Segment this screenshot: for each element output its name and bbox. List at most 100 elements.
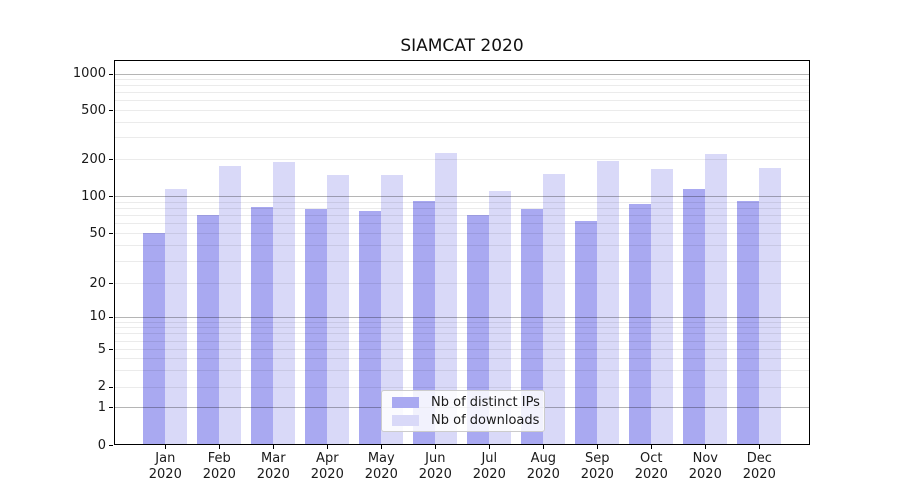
y-tick-mark [109, 386, 113, 388]
bar-downloads [165, 188, 188, 444]
x-tick-label: Nov 2020 [688, 451, 722, 482]
gridline [115, 79, 809, 81]
x-tick-label: Mar 2020 [256, 451, 290, 482]
y-tick-mark [109, 316, 113, 318]
x-tick-mark [327, 445, 329, 449]
x-tick-label: Feb 2020 [202, 451, 236, 482]
y-tick-label: 1 [97, 399, 106, 415]
legend-item-downloads: Nb of downloads [388, 412, 540, 428]
x-tick-mark [381, 445, 383, 449]
y-tick-label: 5 [97, 341, 106, 357]
gridline [115, 208, 809, 209]
gridline [115, 340, 809, 342]
bar-downloads [705, 154, 728, 444]
gridline [115, 321, 809, 323]
y-tick-label: 1000 [72, 66, 106, 81]
x-tick-mark [273, 445, 275, 449]
gridline [115, 333, 809, 335]
gridline [115, 73, 809, 75]
bar-distinct-ips [575, 220, 598, 444]
legend-swatch-distinct-ips [392, 396, 419, 408]
gridline [115, 92, 809, 94]
x-tick-label: Apr 2020 [310, 451, 344, 482]
x-tick-mark [165, 445, 167, 449]
chart-title: SIAMCAT 2020 [400, 36, 524, 56]
bar-distinct-ips [359, 210, 382, 444]
y-tick-mark [109, 159, 113, 160]
x-tick-mark [219, 445, 221, 449]
gridline [115, 196, 809, 197]
legend: Nb of distinct IPs Nb of downloads [381, 390, 545, 432]
bar-distinct-ips [143, 233, 166, 444]
gridline [115, 215, 809, 217]
y-tick-mark [109, 73, 113, 75]
x-tick-mark [705, 445, 707, 449]
y-tick-mark [109, 445, 113, 446]
x-tick-label: Sep 2020 [580, 451, 614, 482]
x-tick-label: Jun 2020 [418, 451, 452, 482]
y-tick-mark [109, 349, 113, 350]
x-tick-mark [597, 445, 599, 449]
legend-item-distinct-ips: Nb of distinct IPs [388, 394, 540, 410]
x-tick-label: Aug 2020 [526, 451, 560, 482]
bar-downloads [381, 175, 404, 444]
legend-label-downloads: Nb of downloads [431, 412, 540, 428]
bar-distinct-ips [521, 208, 544, 444]
bar-downloads [651, 168, 674, 444]
bar-downloads [543, 173, 566, 444]
bar-distinct-ips [737, 200, 760, 444]
legend-swatch-downloads [392, 414, 419, 426]
x-tick-mark [759, 445, 761, 449]
gridline [115, 283, 809, 285]
gridline [115, 261, 809, 263]
y-tick-mark [109, 196, 113, 197]
gridline [115, 327, 809, 329]
bar-downloads [327, 175, 350, 444]
x-tick-mark [489, 445, 491, 449]
bar-distinct-ips [413, 201, 436, 444]
y-tick-label: 200 [81, 151, 106, 167]
x-tick-label: May 2020 [364, 451, 398, 482]
x-tick-label: Jul 2020 [472, 451, 506, 482]
x-tick-label: Oct 2020 [634, 451, 668, 482]
gridline [115, 245, 809, 247]
y-tick-label: 2 [97, 379, 106, 395]
gridline [115, 137, 809, 139]
gridline [115, 316, 809, 318]
bar-distinct-ips [467, 215, 490, 444]
bar-downloads [489, 190, 512, 444]
gridline [115, 110, 809, 111]
x-tick-mark [435, 445, 437, 449]
bar-distinct-ips [683, 188, 706, 444]
y-tick-label: 10 [89, 309, 106, 325]
gridline [115, 349, 809, 350]
bar-distinct-ips [629, 203, 652, 444]
legend-label-distinct-ips: Nb of distinct IPs [431, 394, 540, 410]
y-tick-label: 0 [97, 437, 106, 453]
y-tick-mark [109, 233, 113, 235]
bar-distinct-ips [305, 209, 328, 444]
bar-downloads [435, 152, 458, 444]
gridline [115, 121, 809, 123]
gridline [115, 201, 809, 203]
gridline [115, 370, 809, 372]
bar-distinct-ips [251, 206, 274, 444]
bar-downloads [273, 161, 296, 444]
y-tick-label: 50 [89, 225, 106, 241]
bar-downloads [759, 168, 782, 444]
plot-area [114, 60, 810, 445]
x-tick-mark [543, 445, 545, 449]
x-tick-mark [651, 445, 653, 449]
x-tick-label: Jan 2020 [148, 451, 182, 482]
gridline [115, 85, 809, 87]
y-tick-label: 20 [89, 275, 106, 291]
gridline [115, 233, 809, 235]
y-tick-mark [109, 283, 113, 285]
gridline [115, 386, 809, 388]
gridline [115, 159, 809, 160]
gridline [115, 358, 809, 360]
y-tick-label: 500 [81, 102, 106, 118]
x-tick-label: Dec 2020 [742, 451, 776, 482]
y-tick-mark [109, 407, 113, 408]
